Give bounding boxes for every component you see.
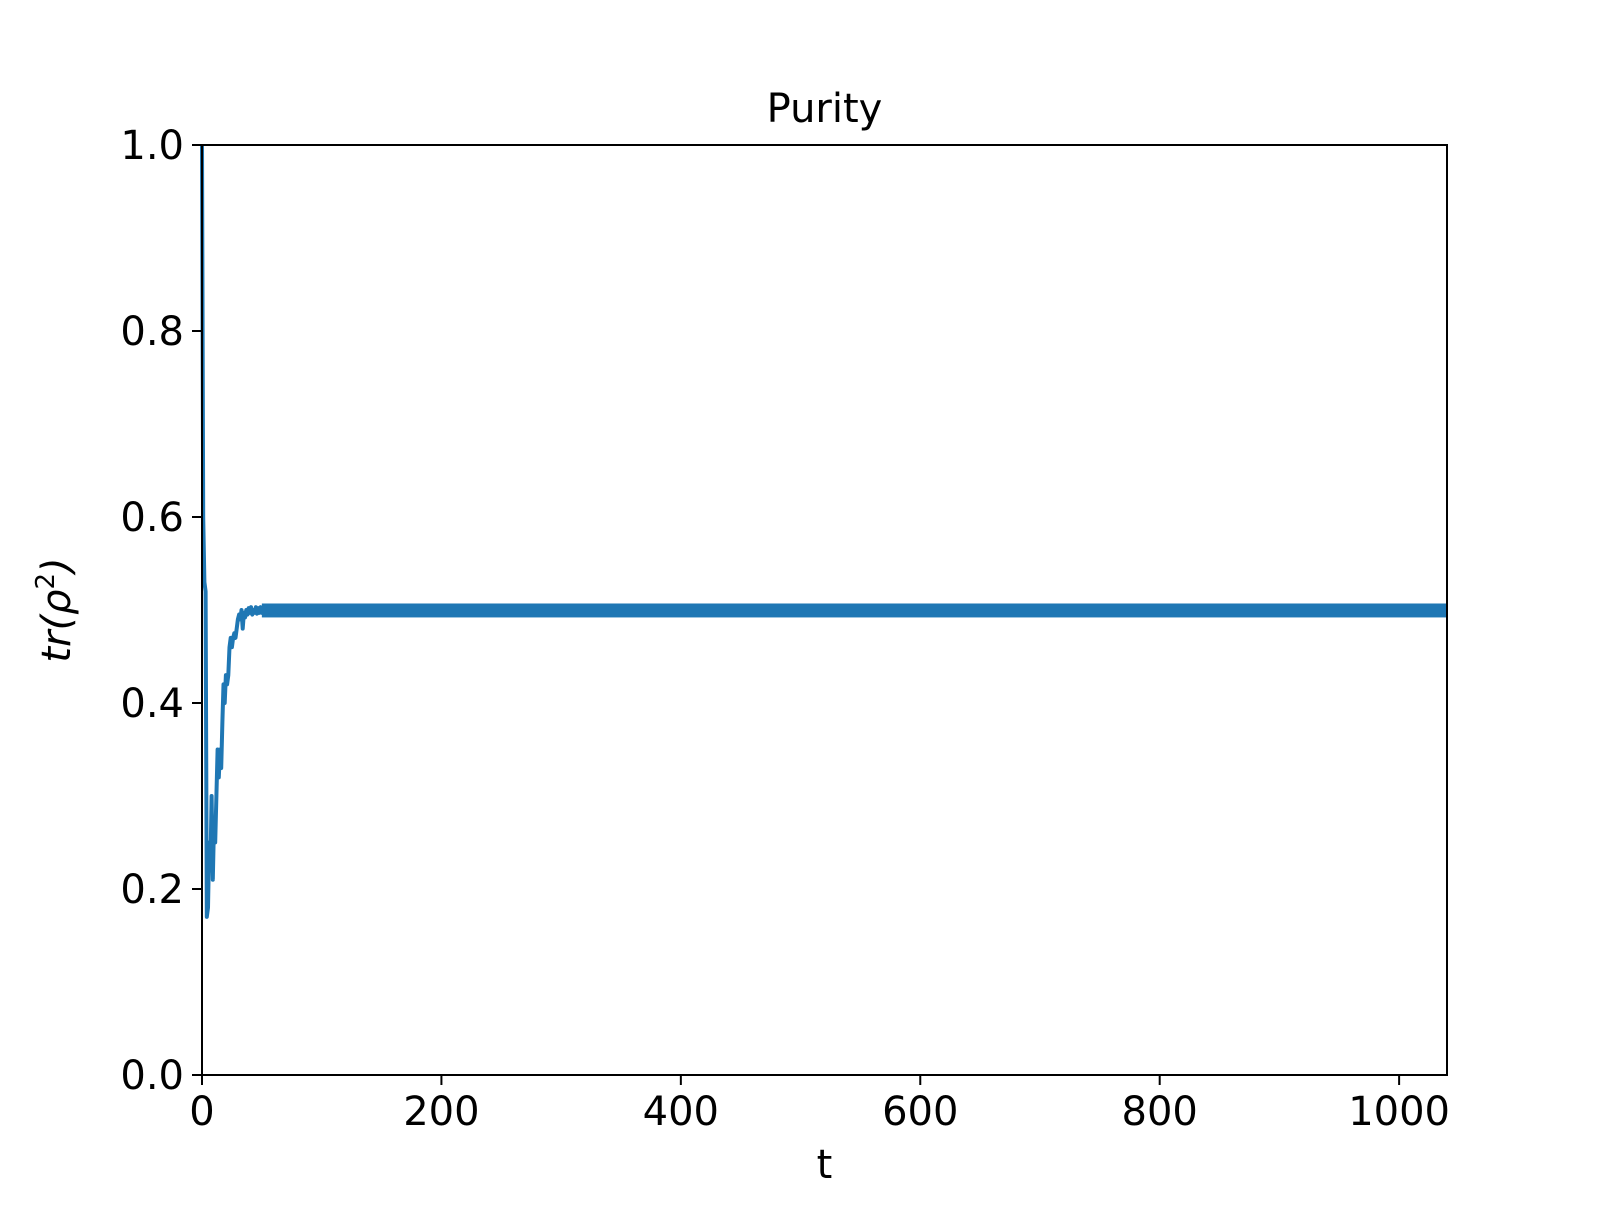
- series-line: [200, 144, 1447, 919]
- x-tick-label: 200: [403, 1089, 479, 1135]
- y-axis-label-base: tr(ρ: [34, 590, 80, 663]
- axes-frame: [201, 144, 1448, 1076]
- plot-area: [200, 144, 1448, 919]
- y-tick-label: 1.0: [120, 123, 184, 169]
- y-tick-label: 0.6: [120, 495, 184, 541]
- y-tick-label: 0.0: [120, 1053, 184, 1099]
- axis-ticks: 0 200 400 600 800 1000 0.0 0.2 0.4 0.6 0.8 1.0: [120, 123, 1450, 1135]
- chart-title: Purity: [767, 86, 883, 132]
- y-axis-label: tr(ρ2): [31, 557, 80, 662]
- y-axis-label-sup: 2: [31, 573, 61, 590]
- y-tick-label: 0.8: [120, 309, 184, 355]
- x-tick-label: 600: [882, 1089, 958, 1135]
- x-tick-label: 1000: [1348, 1089, 1450, 1135]
- x-axis-label: t: [817, 1142, 833, 1188]
- x-tick-label: 0: [189, 1089, 214, 1135]
- x-tick-label: 400: [643, 1089, 719, 1135]
- y-tick-label: 0.2: [120, 867, 184, 913]
- y-axis-label-close: ): [34, 557, 80, 576]
- y-tick-label: 0.4: [120, 681, 184, 727]
- x-tick-label: 800: [1122, 1089, 1198, 1135]
